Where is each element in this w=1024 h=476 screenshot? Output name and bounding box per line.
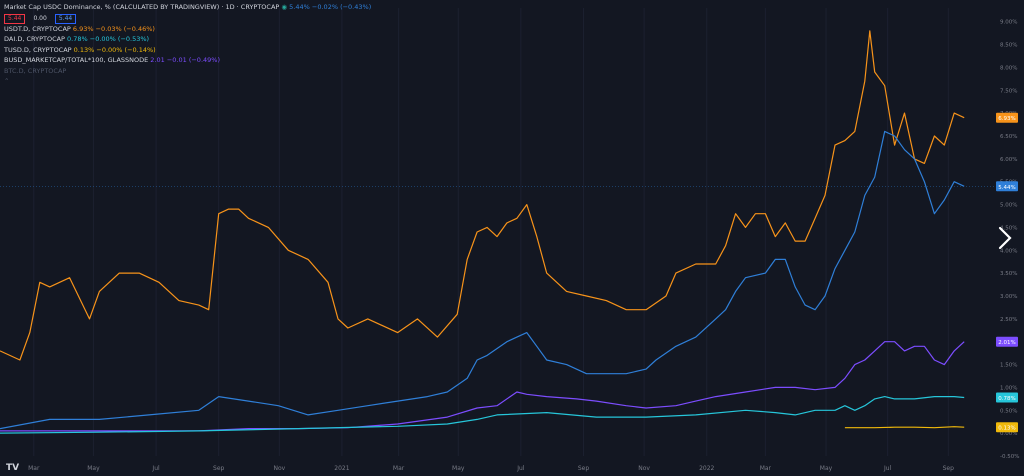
y-tick-label: 2.50%	[1000, 317, 1017, 323]
x-tick-label: Jul	[151, 465, 160, 472]
last-value-label: 5.44%	[998, 185, 1015, 191]
last-value-badge	[996, 112, 1018, 123]
series-line-busd[interactable]	[0, 341, 965, 432]
x-tick-label: Nov	[273, 465, 285, 472]
legend-series-name: DAI.D, CRYPTOCAP	[4, 35, 68, 43]
x-tick-label: Jul	[516, 465, 525, 472]
x-tick-label: Sep	[578, 465, 590, 472]
tradingview-logo: TV	[6, 463, 19, 473]
x-tick-label: May	[452, 465, 465, 472]
legend-main-value: 5.44%	[289, 3, 310, 11]
x-tick-label: May	[820, 465, 833, 472]
chevron-right-icon[interactable]	[998, 226, 1012, 250]
legend-row[interactable]: TUSD.D, CRYPTOCAP 0.13% −0.00% (−0.14%)	[4, 45, 371, 56]
last-value-label: 0.78%	[998, 396, 1015, 402]
series-line-dai-d[interactable]	[0, 396, 965, 434]
legend-pill-row: 5.44 0.00 5.44	[4, 13, 371, 24]
last-value-badge	[996, 422, 1018, 433]
buy-pill[interactable]: 5.44	[54, 13, 77, 24]
x-tick-label: May	[87, 465, 100, 472]
legend-series-change: −0.00% (−0.14%)	[96, 45, 156, 54]
last-value-label: 6.93%	[998, 116, 1015, 122]
series-line-usdt-d[interactable]	[0, 30, 965, 361]
x-tick-label: 2022	[699, 465, 714, 472]
legend-main-title: Market Cap USDC Dominance, % (CALCULATED…	[4, 3, 280, 11]
legend-collapse[interactable]: ⌃	[4, 76, 371, 87]
legend-series-change: −0.01 (−0.49%)	[166, 56, 220, 64]
y-tick-label: 8.00%	[1000, 65, 1017, 71]
x-tick-label: Sep	[943, 465, 955, 472]
legend-series-value: 6.93%	[72, 24, 96, 33]
y-tick-label: 0.50%	[1000, 408, 1017, 414]
y-tick-label: 7.50%	[1000, 88, 1017, 94]
legend-series-value: 0.13%	[73, 45, 97, 54]
legend-row[interactable]: BTC.D, CRYPTOCAP	[4, 66, 371, 77]
y-tick-label: 1.50%	[1000, 363, 1017, 369]
y-tick-label: 8.50%	[1000, 43, 1017, 49]
y-tick-label: 9.00%	[1000, 20, 1017, 26]
legend-series-name: TUSD.D, CRYPTOCAP	[4, 45, 74, 54]
y-tick-label: 3.50%	[1000, 271, 1017, 277]
legend-series-change: −0.00% (−0.53%)	[89, 35, 150, 43]
y-tick-label: 5.00%	[1000, 203, 1017, 209]
x-tick-label: Jul	[883, 465, 892, 472]
y-tick-label: 4.00%	[1000, 248, 1017, 254]
legend-row[interactable]: USDT.D, CRYPTOCAP 6.93% −0.03% (−0.46%)	[4, 24, 371, 35]
legend-row[interactable]: DAI.D, CRYPTOCAP 0.78% −0.00% (−0.53%)	[4, 34, 371, 45]
last-value-badge	[996, 336, 1018, 347]
legend-main-change: −0.02% (−0.43%)	[311, 3, 372, 11]
y-tick-label: 3.00%	[1000, 294, 1017, 300]
legend-series-value: 2.01	[150, 56, 167, 64]
x-tick-label: Mar	[28, 465, 40, 472]
eye-icon[interactable]: ◉	[281, 3, 288, 11]
y-tick-label: 6.00%	[1000, 157, 1017, 163]
sell-pill[interactable]: 5.44	[4, 13, 26, 24]
legend-row[interactable]: BUSD_MARKETCAP/TOTAL*100, GLASSNODE 2.01…	[4, 55, 371, 66]
x-tick-label: Mar	[760, 465, 772, 472]
y-tick-label: 1.00%	[1000, 385, 1017, 391]
y-tick-label: -0.50%	[1000, 454, 1019, 460]
last-value-badge	[996, 181, 1018, 192]
x-tick-label: 2021	[334, 465, 349, 472]
y-tick-label: 6.50%	[1000, 134, 1017, 140]
legend-series-value: 0.78%	[67, 35, 90, 43]
last-value-label: 2.01%	[998, 340, 1015, 346]
series-line-usdc-d[interactable]	[0, 130, 965, 430]
legend-series-name: BUSD_MARKETCAP/TOTAL*100, GLASSNODE	[4, 56, 151, 64]
spread-pill: 0.00	[33, 14, 47, 22]
legend: Market Cap USDC Dominance, % (CALCULATED…	[4, 2, 371, 87]
x-tick-label: Mar	[393, 465, 405, 472]
series-line-tusd-d[interactable]	[844, 426, 965, 429]
x-tick-label: Sep	[213, 465, 225, 472]
chevron-up-icon[interactable]: ⌃	[4, 77, 10, 85]
x-tick-label: Nov	[638, 465, 650, 472]
legend-main-row: Market Cap USDC Dominance, % (CALCULATED…	[4, 2, 371, 13]
legend-series-change: −0.03% (−0.46%)	[95, 24, 155, 33]
legend-series-name: BTC.D, CRYPTOCAP	[4, 66, 67, 75]
y-tick-label: 4.50%	[1000, 225, 1017, 231]
last-value-label: 0.13%	[998, 426, 1015, 432]
legend-series-name: USDT.D, CRYPTOCAP	[4, 24, 73, 33]
last-value-badge	[996, 392, 1018, 403]
y-tick-label: 0.00%	[1000, 431, 1017, 437]
